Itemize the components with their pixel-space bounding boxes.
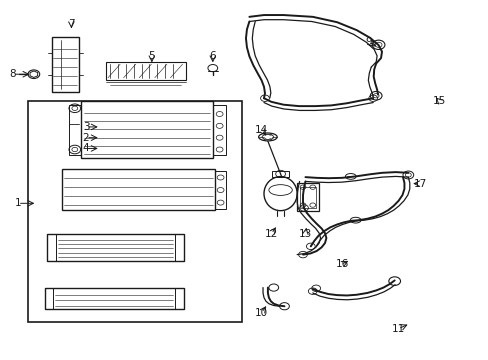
Bar <box>174 288 183 309</box>
Text: 14: 14 <box>254 125 267 135</box>
Text: 8: 8 <box>10 69 16 79</box>
Bar <box>271 171 289 177</box>
Text: 3: 3 <box>82 122 89 132</box>
Text: 13: 13 <box>298 229 311 239</box>
Text: 10: 10 <box>254 308 267 318</box>
Bar <box>47 234 183 261</box>
Text: 2: 2 <box>82 133 89 143</box>
Bar <box>105 62 185 80</box>
Bar <box>47 234 56 261</box>
Bar <box>52 37 79 92</box>
Bar <box>44 288 53 309</box>
Text: 6: 6 <box>209 51 216 61</box>
Text: 15: 15 <box>432 96 445 106</box>
Bar <box>297 183 318 211</box>
Bar <box>27 101 242 321</box>
Text: 5: 5 <box>148 51 155 61</box>
Text: 11: 11 <box>391 324 404 334</box>
Text: 9: 9 <box>365 37 371 47</box>
Text: 16: 16 <box>335 259 348 269</box>
Text: 4: 4 <box>82 143 89 153</box>
Bar <box>44 288 183 309</box>
Bar <box>61 169 215 211</box>
Text: 7: 7 <box>68 19 75 29</box>
Text: 12: 12 <box>264 229 277 239</box>
Bar <box>69 105 81 155</box>
Bar <box>174 234 183 261</box>
Bar <box>300 187 315 208</box>
Text: 1: 1 <box>15 198 21 208</box>
Bar <box>81 101 212 158</box>
Text: 17: 17 <box>412 179 426 189</box>
Bar <box>212 105 226 155</box>
Bar <box>215 171 225 209</box>
